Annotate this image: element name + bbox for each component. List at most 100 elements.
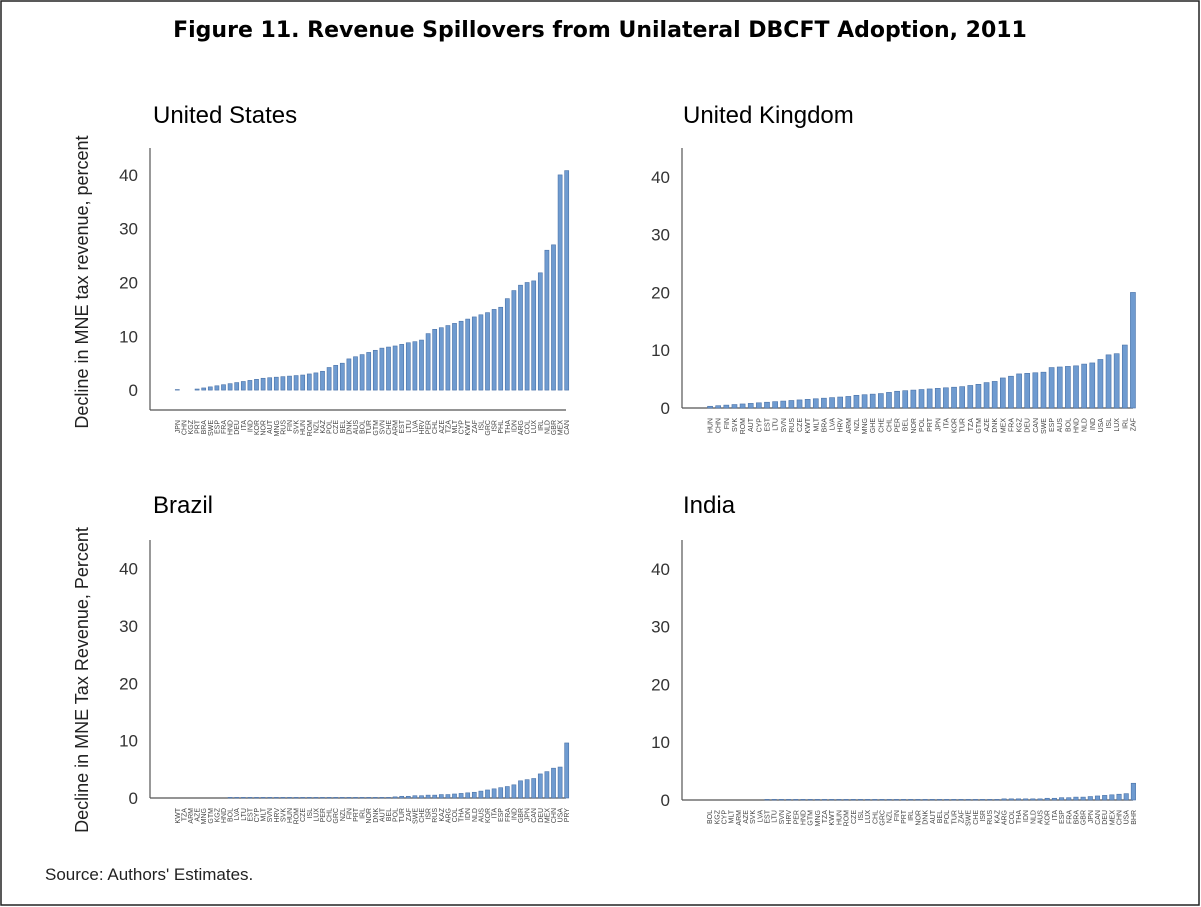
bar xyxy=(1081,363,1087,409)
bar xyxy=(485,312,490,391)
x-tick-label: SVK xyxy=(280,808,287,822)
x-tick-label: FIN xyxy=(346,808,353,819)
x-tick-label: LVA xyxy=(830,418,837,431)
y-tick-label: 40 xyxy=(119,166,138,185)
bar xyxy=(788,400,795,409)
bar xyxy=(1023,798,1029,801)
x-tick-label: GRC xyxy=(485,420,492,436)
x-tick-label: NLD xyxy=(472,808,479,822)
bar xyxy=(886,392,892,409)
bar xyxy=(234,797,240,799)
x-tick-label: KAZ xyxy=(994,809,1001,823)
x-tick-label: LTU xyxy=(406,420,413,433)
bar xyxy=(326,797,332,799)
x-tick-label: IRL xyxy=(538,420,545,431)
x-tick-label: KGZ xyxy=(714,809,721,824)
x-tick-label: HRV xyxy=(419,420,426,435)
x-tick-label: ITA xyxy=(943,418,950,429)
x-tick-label: CHE xyxy=(973,810,980,825)
x-tick-label: HND xyxy=(800,810,807,825)
bar xyxy=(280,797,286,799)
y-axis-label: Decline in MNE Tax Revenue, Percent xyxy=(72,527,92,833)
bar xyxy=(240,381,246,391)
x-tick-label: CZE xyxy=(300,808,307,822)
bar xyxy=(756,402,762,409)
bar xyxy=(836,799,842,801)
x-tick-label: POL xyxy=(393,808,400,822)
x-tick-label: ISL xyxy=(307,808,314,819)
x-tick-label: FIN xyxy=(894,810,901,821)
x-tick-label: ROM xyxy=(740,418,747,435)
bar xyxy=(537,272,543,391)
x-tick-label: CZE xyxy=(797,418,804,432)
bar xyxy=(1001,798,1007,801)
bar xyxy=(531,778,537,799)
bar xyxy=(731,404,738,409)
bar xyxy=(843,799,849,801)
bar xyxy=(747,403,754,409)
bar xyxy=(764,799,770,801)
x-tick-label: PRT xyxy=(901,809,908,824)
x-tick-label: HND xyxy=(1074,418,1081,433)
x-tick-label: NOR xyxy=(366,808,373,824)
x-tick-label: CHN xyxy=(181,420,188,435)
bar xyxy=(865,799,871,801)
panel-title: United States xyxy=(153,102,297,129)
x-tick-label: PRT xyxy=(353,807,360,822)
x-tick-label: CAN xyxy=(1033,418,1040,433)
bar xyxy=(372,349,378,391)
x-tick-label: ISL xyxy=(858,810,865,821)
x-tick-label: IRL xyxy=(1122,418,1129,429)
x-tick-label: RUS xyxy=(789,418,796,433)
x-tick-label: SVK xyxy=(732,418,739,432)
bar xyxy=(872,799,878,801)
x-tick-label: CYP xyxy=(756,418,763,433)
x-tick-label: ZAF xyxy=(1130,418,1137,431)
bar xyxy=(1037,798,1043,801)
x-tick-label: BEL xyxy=(340,420,347,433)
y-tick-label: 10 xyxy=(119,327,138,346)
x-tick-label: HUN xyxy=(708,418,715,433)
bar xyxy=(260,797,266,799)
x-tick-label: LUX xyxy=(531,420,538,434)
x-tick-label: ISR xyxy=(492,420,499,432)
bar xyxy=(707,405,713,409)
bar xyxy=(379,797,385,799)
bar xyxy=(260,377,266,391)
x-tick-label: ISL xyxy=(1106,418,1113,429)
x-tick-label: PER xyxy=(320,808,327,822)
x-tick-label: CZE xyxy=(333,420,340,434)
bar xyxy=(174,389,180,391)
x-tick-label: MEX xyxy=(1000,418,1007,434)
x-tick-label: MNG xyxy=(201,808,208,824)
bar xyxy=(333,365,339,391)
bar xyxy=(564,170,570,391)
bar xyxy=(812,398,819,409)
x-tick-label: JPN xyxy=(935,418,942,431)
x-tick-label: NZL xyxy=(340,808,347,821)
x-tick-label: MEX xyxy=(1109,810,1116,826)
bar xyxy=(313,372,319,391)
bar xyxy=(967,385,974,409)
y-tick-label: 0 xyxy=(129,381,138,400)
bar xyxy=(280,376,286,391)
x-tick-label: CHN xyxy=(716,418,723,433)
x-tick-label: RUS xyxy=(432,808,439,823)
x-tick-label: ARM xyxy=(736,810,743,826)
bar xyxy=(1102,795,1108,801)
bar xyxy=(965,799,971,801)
x-tick-label: DNK xyxy=(992,418,999,433)
x-tick-label: CHE xyxy=(386,420,393,435)
bar xyxy=(366,352,372,391)
bar xyxy=(1008,375,1014,409)
x-tick-label: SVK xyxy=(294,420,301,434)
x-tick-label: CHN xyxy=(551,808,558,823)
bar xyxy=(333,797,339,799)
bar xyxy=(438,327,444,391)
x-tick-label: ESP xyxy=(1049,418,1056,432)
x-tick-label: ITA xyxy=(241,420,248,431)
x-tick-label: THA xyxy=(459,808,466,822)
x-tick-label: KWT xyxy=(805,417,812,433)
x-tick-label: SVN xyxy=(267,808,274,822)
y-tick-label: 20 xyxy=(119,674,138,693)
